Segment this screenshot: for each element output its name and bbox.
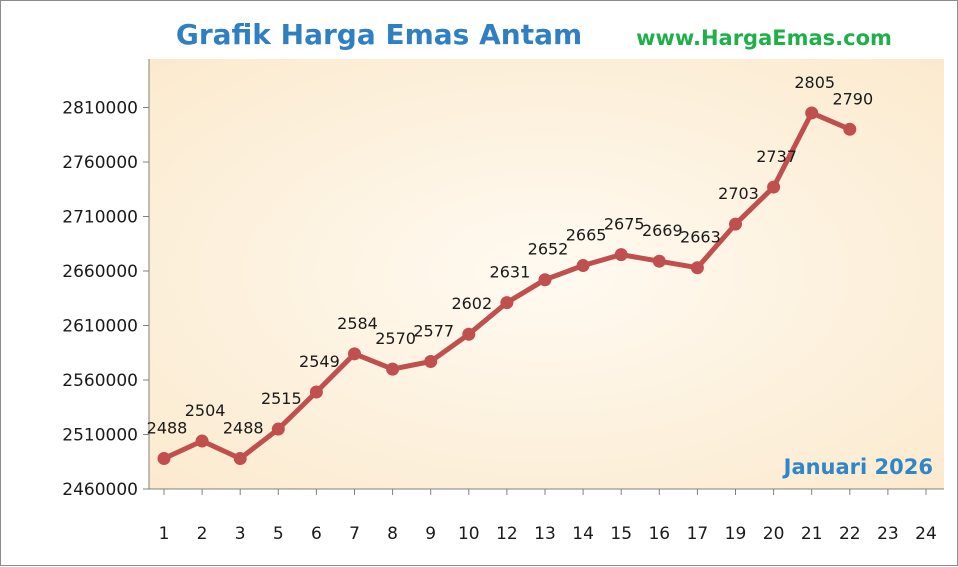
- data-point: [462, 327, 476, 341]
- y-axis: 2460000 2510000 2560000 2610000 2660000 27100…: [62, 59, 150, 500]
- x-tick-label: 5: [273, 524, 284, 544]
- data-label: 2663: [680, 228, 721, 247]
- data-label: 2652: [528, 240, 569, 259]
- x-tick-label: 7: [349, 524, 360, 544]
- data-point: [805, 106, 819, 120]
- data-label: 2703: [718, 184, 759, 203]
- data-label: 2602: [451, 294, 492, 313]
- x-tick-label: 3: [235, 524, 246, 544]
- data-label: 2737: [756, 147, 797, 166]
- data-label: 2675: [604, 215, 645, 234]
- x-tick-label: 1: [159, 524, 170, 544]
- data-label: 2665: [566, 226, 607, 245]
- x-tick-label: 14: [572, 524, 594, 544]
- x-tick-label: 23: [877, 524, 899, 544]
- data-label: 2577: [413, 321, 454, 340]
- data-point: [271, 422, 285, 436]
- data-label: 2584: [337, 314, 378, 333]
- x-tick-label: 24: [915, 524, 937, 544]
- x-tick-label: 13: [534, 524, 556, 544]
- x-tick-label: 9: [425, 524, 436, 544]
- data-point: [348, 347, 361, 361]
- x-tick-label: 15: [610, 524, 632, 544]
- series-line-group: [157, 106, 857, 465]
- y-tick-label: 2610000: [62, 317, 138, 337]
- data-label: 2631: [490, 263, 531, 282]
- data-label: 2488: [223, 418, 264, 437]
- data-label: 2669: [642, 221, 683, 240]
- x-tick-label: 20: [763, 524, 785, 544]
- data-label: 2515: [261, 389, 302, 408]
- y-tick-label: 2710000: [62, 208, 138, 228]
- y-tick-label: 2810000: [62, 99, 138, 119]
- data-point: [157, 451, 171, 465]
- data-point: [538, 273, 552, 287]
- y-tick-label: 2660000: [62, 262, 138, 282]
- x-tick-label: 21: [801, 524, 823, 544]
- y-tick-label: 2510000: [62, 426, 138, 446]
- data-label: 2805: [794, 73, 835, 92]
- data-label: 2790: [832, 89, 873, 108]
- data-point: [729, 217, 742, 231]
- x-tick-label: 2: [197, 524, 208, 544]
- data-point: [386, 362, 400, 376]
- y-tick-label: 2760000: [62, 153, 138, 173]
- data-point: [843, 122, 857, 136]
- period-label: Januari 2026: [782, 455, 933, 479]
- data-point: [500, 296, 514, 310]
- data-label: 2488: [147, 418, 188, 437]
- x-tick-label: 12: [496, 524, 518, 544]
- x-tick-label: 6: [311, 524, 322, 544]
- data-point: [576, 259, 590, 273]
- x-tick-label: 19: [725, 524, 747, 544]
- x-tick-label: 22: [839, 524, 861, 544]
- chart-title: Grafik Harga Emas Antam: [176, 18, 582, 51]
- source-site-label: www.HargaEmas.com: [636, 26, 892, 50]
- data-point: [195, 434, 209, 448]
- y-tick-label: 2560000: [62, 371, 138, 391]
- x-axis: 1 2 3 5 6 7 8 9 10 12 13 14 15 16 17 19 20 21 22 23 24: [149, 488, 944, 544]
- data-point: [309, 385, 323, 399]
- x-tick-label: 8: [387, 524, 398, 544]
- y-tick-label: 2460000: [62, 480, 138, 500]
- data-point: [690, 261, 704, 275]
- data-point: [767, 180, 781, 194]
- data-label: 2549: [299, 352, 340, 371]
- data-label: 2570: [375, 329, 416, 348]
- data-point: [233, 451, 247, 465]
- data-point: [614, 248, 628, 262]
- x-tick-label: 10: [458, 524, 480, 544]
- x-tick-label: 17: [687, 524, 709, 544]
- x-tick-label: 16: [648, 524, 670, 544]
- data-label: 2504: [185, 401, 226, 420]
- data-point: [652, 254, 666, 268]
- data-point: [424, 354, 438, 368]
